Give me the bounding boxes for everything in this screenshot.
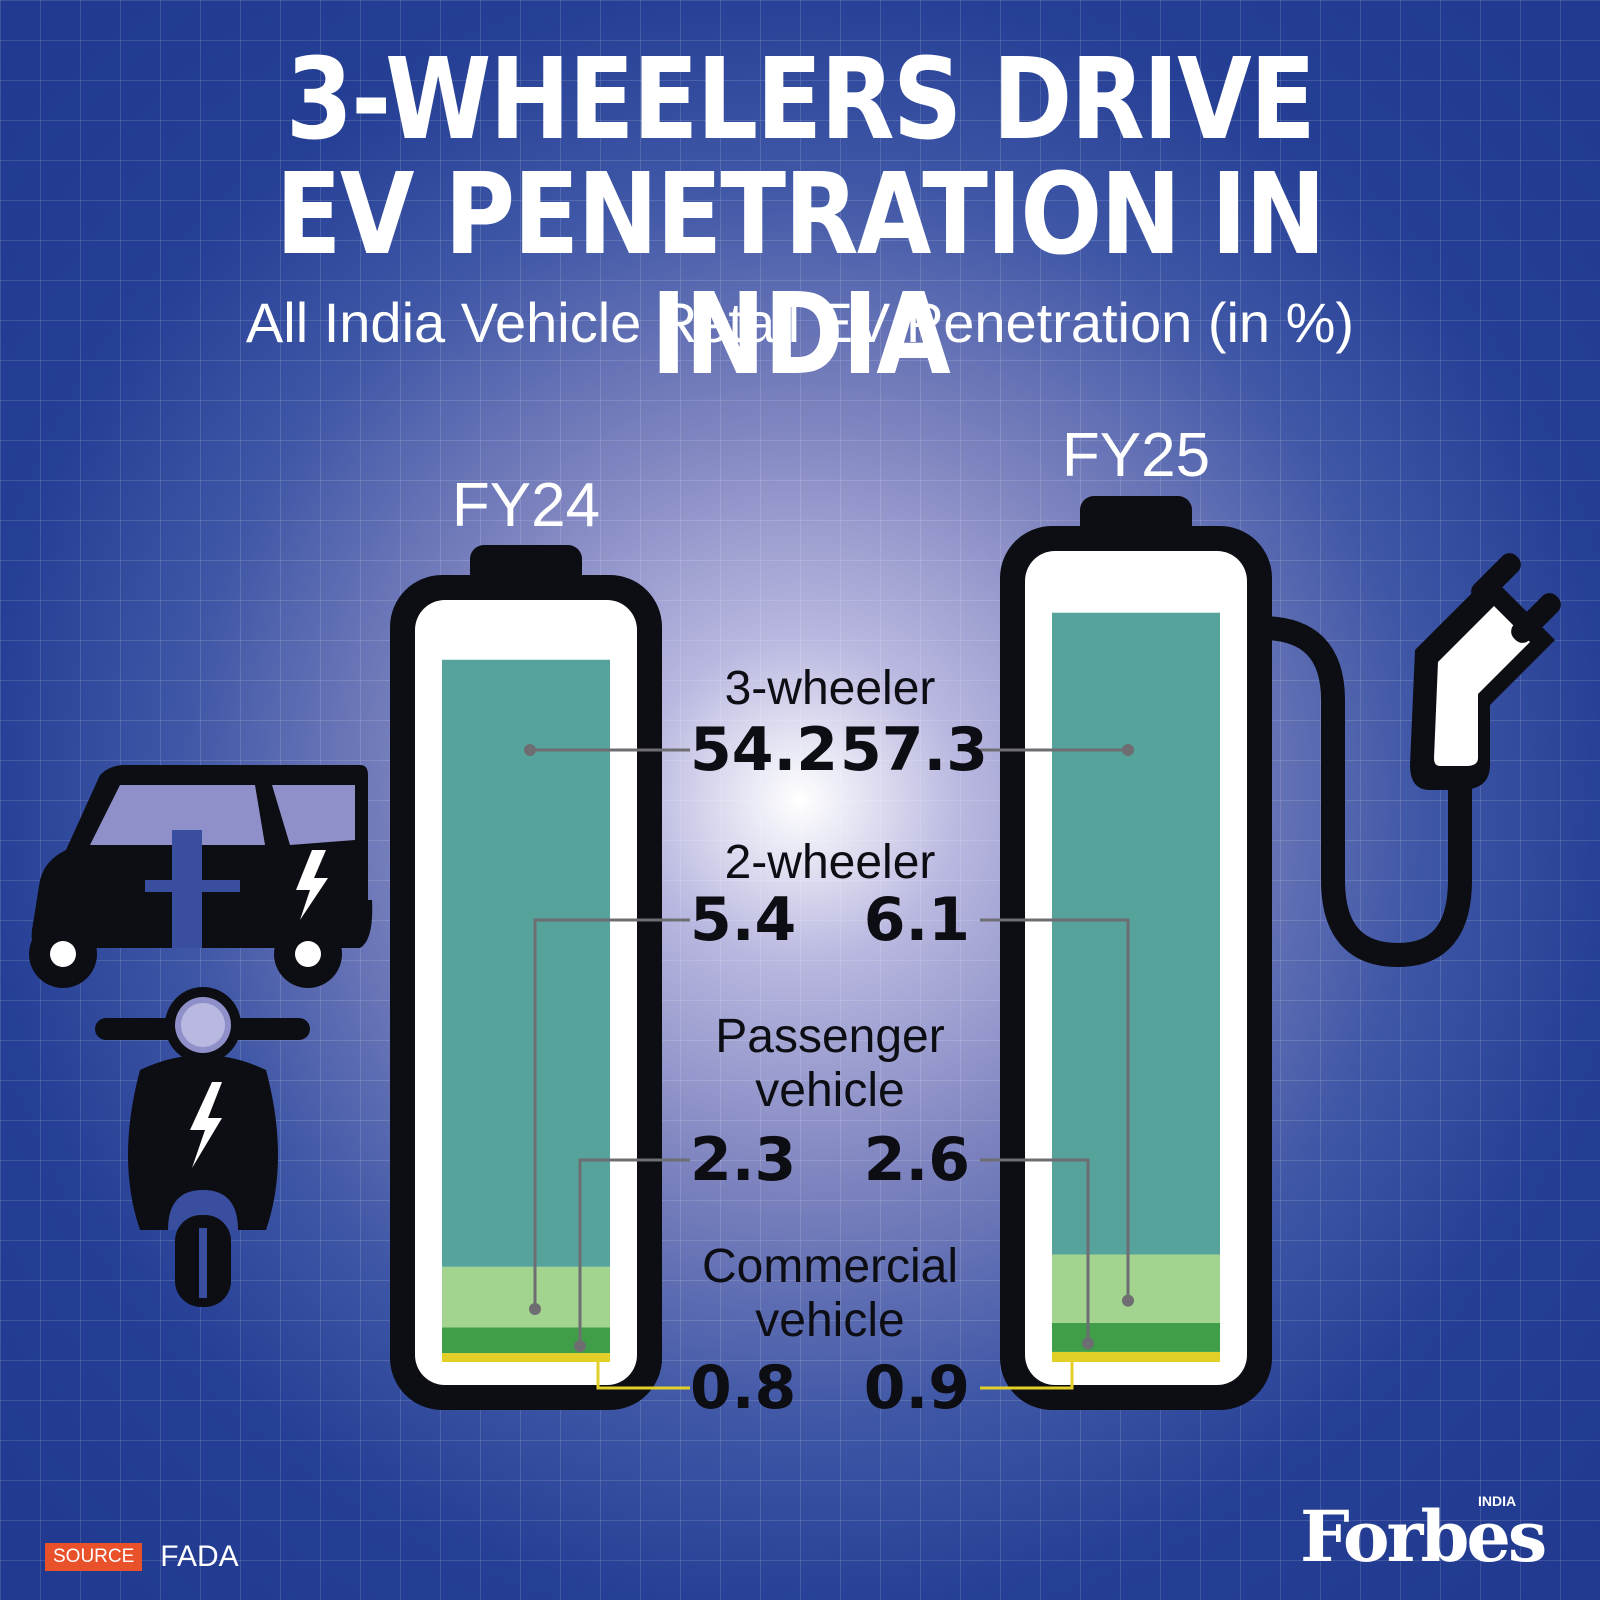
connector-passenger-vehicle-fy24 — [578, 1158, 690, 1347]
bar-2-wheeler-fy24 — [442, 1266, 610, 1328]
connector-2-wheeler-fy24 — [533, 918, 690, 1310]
connector-dot-passenger-vehicle-fy24 — [574, 1340, 586, 1353]
value-label-commercial-fy24: 0.8 — [690, 1353, 797, 1423]
connector-dot-3-wheeler-fy24 — [524, 744, 536, 756]
forbes-india-logo: Forbes INDIA — [1300, 1493, 1550, 1578]
bar-commercial-vehicle-fy25 — [1052, 1351, 1220, 1362]
category-label-commercial-line-1: Commercial — [701, 1240, 959, 1293]
source-name: FADA — [160, 1540, 239, 1573]
year-label-fy24: FY24 — [451, 471, 601, 540]
bar-passenger-vehicle-fy25 — [1052, 1322, 1220, 1352]
category-label-commercial-line-2: vehicle — [755, 1294, 905, 1347]
source-credit: SOURCE FADA — [45, 1540, 239, 1574]
bar-stack-fy24 — [442, 659, 610, 1362]
battery-fy25 — [1000, 496, 1472, 1410]
year-label-fy25: FY25 — [1061, 421, 1211, 490]
connector-commercial-vehicle-fy25 — [980, 1356, 1074, 1390]
source-tag: SOURCE — [45, 1543, 143, 1571]
bar-3-wheeler-fy24 — [442, 659, 610, 1267]
title-line-1: 3-WHEELERS DRIVE — [285, 35, 1316, 165]
connector-lines — [524, 744, 1134, 1390]
connector-2-wheeler-fy25 — [980, 918, 1130, 1301]
connector-dot-2-wheeler-fy25 — [1122, 1294, 1134, 1307]
auto-rickshaw-icon — [29, 765, 373, 988]
connector-commercial-vehicle-fy24 — [596, 1357, 690, 1390]
category-label-3-wheeler: 3-wheeler — [724, 662, 936, 715]
value-label-2-wheeler-fy24: 5.4 — [690, 885, 797, 955]
connector-passenger-vehicle-fy25 — [980, 1158, 1090, 1344]
category-label-passenger-line-1: Passenger — [715, 1010, 945, 1063]
title-line-2: EV PENETRATION IN INDIA — [275, 150, 1326, 400]
value-label-3-wheeler-fy24: 54.2 — [690, 715, 839, 785]
electric-scooter-icon — [95, 987, 310, 1307]
connector-dot-3-wheeler-fy25 — [1122, 744, 1134, 756]
value-label-passenger-fy25: 2.6 — [863, 1125, 970, 1195]
value-label-commercial-fy25: 0.9 — [863, 1353, 970, 1423]
value-label-3-wheeler-fy25: 57.3 — [840, 715, 989, 785]
connector-dot-passenger-vehicle-fy25 — [1082, 1337, 1094, 1350]
chart-subtitle: All India Vehicle Retail EV Penetration … — [245, 291, 1355, 354]
bar-3-wheeler-fy25 — [1052, 612, 1220, 1255]
bar-commercial-vehicle-fy24 — [442, 1353, 610, 1362]
connector-dot-2-wheeler-fy24 — [529, 1303, 541, 1316]
value-label-2-wheeler-fy25: 6.1 — [863, 885, 970, 955]
category-label-passenger-line-2: vehicle — [755, 1064, 905, 1117]
category-label-2-wheeler: 2-wheeler — [724, 836, 936, 889]
logo-india-text: INDIA — [1478, 1493, 1517, 1509]
ev-plug-icon — [1410, 553, 1561, 790]
value-label-passenger-fy24: 2.3 — [690, 1125, 797, 1195]
logo-wordmark: Forbes — [1300, 1495, 1547, 1578]
bar-2-wheeler-fy25 — [1052, 1254, 1220, 1323]
bar-stack-fy25 — [1052, 612, 1220, 1362]
